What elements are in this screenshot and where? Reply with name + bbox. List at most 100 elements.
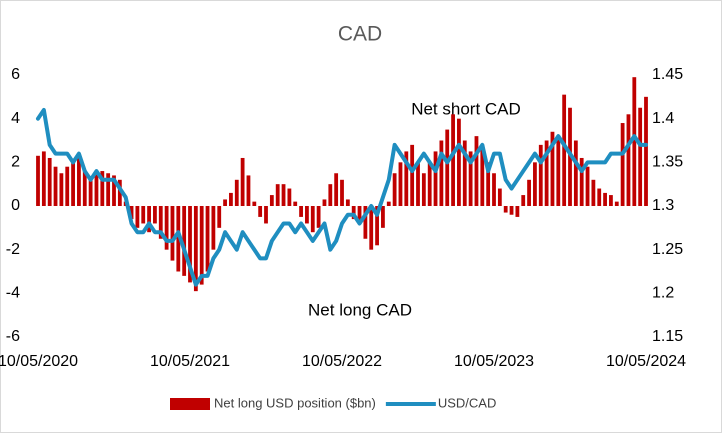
bar	[234, 179, 239, 206]
bar	[597, 188, 602, 206]
bar	[53, 166, 58, 206]
bar	[269, 195, 274, 206]
bar	[275, 184, 280, 206]
bar	[176, 206, 181, 272]
bar	[82, 171, 87, 206]
x-tick-label: 10/05/2024	[606, 353, 686, 370]
bar	[65, 166, 70, 206]
y2-tick-label: 1.15	[652, 328, 683, 345]
bar	[229, 192, 233, 206]
bar	[71, 162, 75, 206]
bar	[77, 155, 81, 206]
y2-tick-label: 1.45	[652, 66, 683, 83]
bar	[620, 123, 625, 206]
bar	[94, 173, 99, 206]
bar	[369, 206, 374, 250]
bar	[199, 206, 204, 285]
bar	[632, 77, 637, 206]
y2-tick-label: 1.4	[652, 110, 674, 127]
bar	[421, 173, 426, 206]
bar	[457, 118, 461, 206]
bar	[106, 173, 111, 206]
bar	[170, 206, 175, 261]
chart-title: CAD	[338, 23, 382, 46]
bar	[474, 136, 479, 206]
bar	[609, 195, 613, 206]
bar	[363, 206, 368, 239]
bar	[451, 114, 455, 206]
bar	[59, 173, 64, 206]
bar	[410, 144, 415, 206]
bar	[439, 140, 444, 206]
bar	[562, 94, 567, 206]
bar	[480, 144, 485, 206]
bar	[556, 136, 561, 206]
x-tick-label: 10/05/2023	[454, 353, 534, 370]
bar	[486, 162, 491, 206]
bar	[585, 166, 590, 206]
bar	[375, 206, 379, 246]
bar	[579, 157, 584, 206]
bar	[112, 175, 116, 206]
annotation: Net long CAD	[308, 300, 412, 319]
bar	[305, 206, 309, 224]
annotation: Net short CAD	[411, 99, 521, 118]
bar	[316, 206, 321, 228]
bar	[515, 206, 520, 217]
bar	[497, 188, 502, 206]
bar	[445, 129, 450, 206]
x-tick-label: 10/05/2020	[0, 353, 78, 370]
bar	[538, 144, 543, 206]
bar	[153, 206, 157, 224]
bar	[492, 173, 496, 206]
bar	[164, 206, 169, 250]
bar	[416, 162, 420, 206]
line	[36, 107, 648, 287]
bar	[386, 201, 391, 206]
y-tick-label: -4	[6, 285, 20, 302]
bar	[299, 206, 303, 217]
bar	[626, 114, 631, 206]
bar	[240, 157, 245, 206]
bar	[264, 206, 268, 224]
legend-label: USD/CAD	[438, 395, 497, 410]
bar	[147, 206, 151, 233]
bar	[117, 179, 122, 206]
y2-tick-label: 1.25	[652, 241, 683, 258]
bar	[310, 206, 315, 233]
bar	[217, 206, 222, 228]
bar	[88, 179, 93, 206]
y-tick-label: -6	[6, 328, 20, 345]
bar	[433, 151, 438, 206]
bar	[521, 195, 526, 206]
bar	[345, 199, 350, 206]
x-tick-label: 10/05/2021	[150, 353, 230, 370]
bar	[404, 151, 409, 206]
bar	[357, 206, 362, 224]
bar	[427, 162, 432, 206]
bar	[141, 206, 146, 224]
bar	[188, 206, 192, 283]
bar	[462, 140, 467, 206]
bar	[544, 140, 549, 206]
bar	[129, 206, 134, 220]
bar	[381, 206, 385, 228]
y2-tick-label: 1.2	[652, 285, 674, 302]
bar	[527, 179, 531, 206]
bar	[252, 201, 257, 206]
bar	[603, 192, 607, 206]
bar	[100, 171, 105, 206]
bar	[193, 206, 198, 292]
bar	[36, 155, 40, 206]
bar	[573, 140, 578, 206]
y2-tick-label: 1.35	[652, 154, 683, 171]
bar	[334, 173, 339, 206]
y-tick-label: 0	[11, 197, 20, 214]
bar	[47, 157, 52, 206]
legend-swatch	[170, 398, 210, 410]
bar	[503, 206, 508, 213]
bar	[41, 151, 46, 206]
y-tick-label: 4	[11, 110, 20, 127]
bar	[205, 206, 210, 272]
